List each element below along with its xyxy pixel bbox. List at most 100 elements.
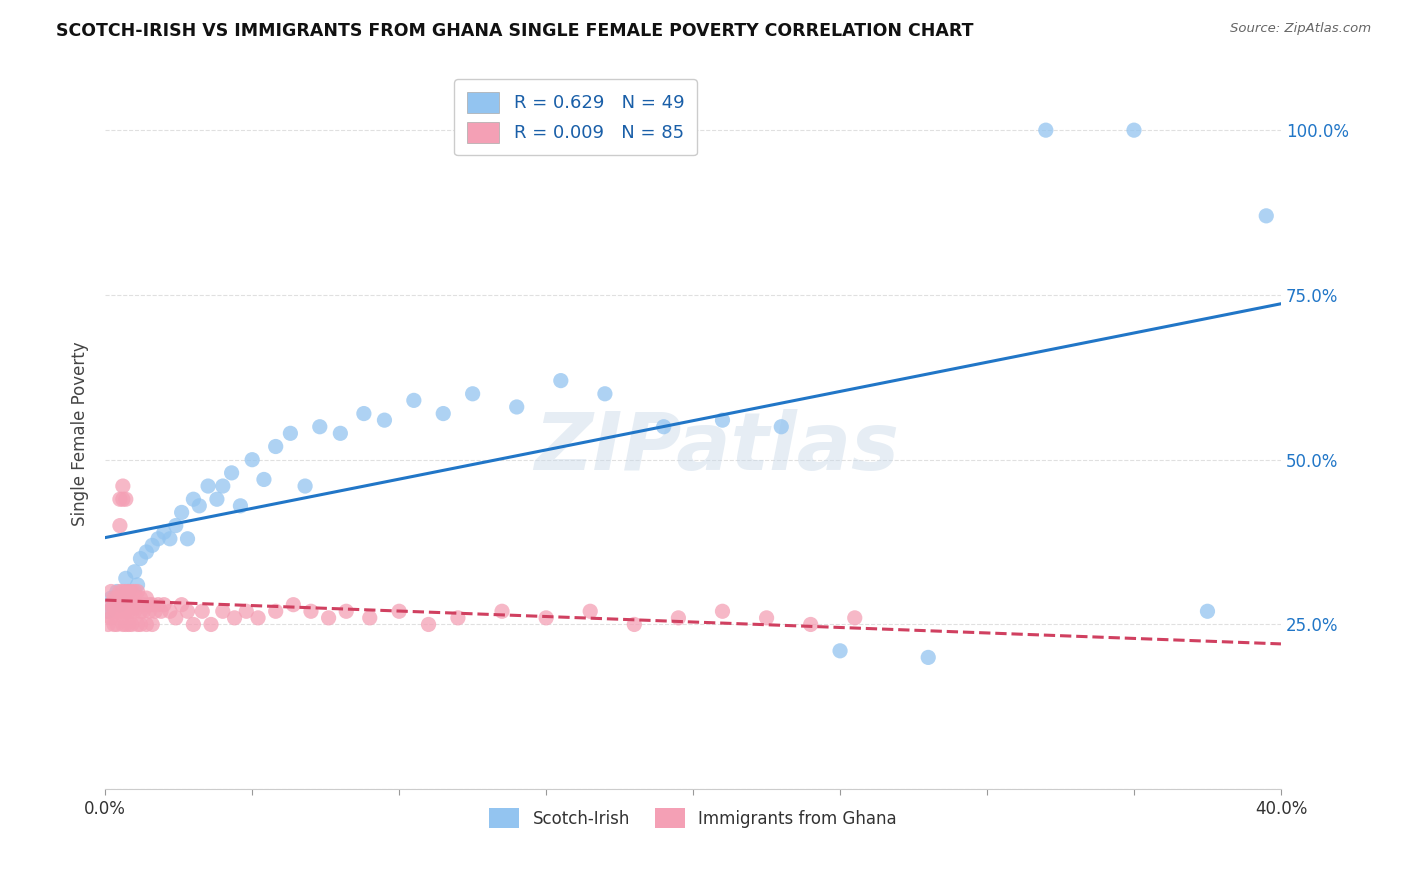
Point [159,532,181,546]
Point [146,598,169,612]
Point [264,440,287,454]
Point [114,492,136,507]
Point [108,492,131,507]
Point [150,604,173,618]
Point [124,598,146,612]
Legend: Scotch-Irish, Immigrants from Ghana: Scotch-Irish, Immigrants from Ghana [482,802,904,834]
Point [240,452,263,467]
Point [318,611,340,625]
Point [127,584,149,599]
Point [129,617,152,632]
Point [100,584,122,599]
Point [299,604,322,618]
Point [200,617,222,632]
Point [121,604,143,618]
Point [146,532,169,546]
Point [118,584,141,599]
Point [111,604,134,618]
Point [235,604,257,618]
Point [373,413,395,427]
Point [247,611,270,625]
Point [170,598,193,612]
Point [141,617,163,632]
Point [153,598,176,612]
Point [183,617,205,632]
Point [114,617,136,632]
Point [105,598,128,612]
Text: SCOTCH-IRISH VS IMMIGRANTS FROM GHANA SINGLE FEMALE POVERTY CORRELATION CHART: SCOTCH-IRISH VS IMMIGRANTS FROM GHANA SI… [56,22,974,40]
Point [111,479,134,493]
Point [103,604,125,618]
Point [97,604,120,618]
Point [121,598,143,612]
Point [1123,123,1146,137]
Point [170,505,193,519]
Point [108,604,131,618]
Point [129,591,152,606]
Point [229,499,252,513]
Point [124,604,146,618]
Point [353,407,375,421]
Point [491,604,513,618]
Y-axis label: Single Female Poverty: Single Female Poverty [72,341,89,525]
Point [652,419,675,434]
Point [97,617,120,632]
Point [359,611,381,625]
Point [711,604,734,618]
Point [135,617,157,632]
Point [118,617,141,632]
Point [111,584,134,599]
Point [224,611,246,625]
Point [188,499,211,513]
Point [114,604,136,618]
Point [506,400,529,414]
Point [770,419,793,434]
Point [666,611,689,625]
Point [124,565,146,579]
Point [118,584,141,599]
Point [118,591,141,606]
Point [165,611,187,625]
Point [221,466,243,480]
Point [176,532,198,546]
Point [111,617,134,632]
Point [294,479,316,493]
Point [283,598,305,612]
Point [100,591,122,606]
Point [141,598,163,612]
Point [114,571,136,585]
Point [844,611,866,625]
Point [755,611,778,625]
Point [129,551,152,566]
Point [103,617,125,632]
Point [114,584,136,599]
Point [108,518,131,533]
Point [114,598,136,612]
Point [138,598,160,612]
Point [800,617,823,632]
Point [280,426,302,441]
Point [711,413,734,427]
Point [129,604,152,618]
Point [418,617,440,632]
Point [335,604,357,618]
Point [135,591,157,606]
Point [402,393,425,408]
Point [917,650,939,665]
Point [828,644,851,658]
Point [329,426,352,441]
Point [550,374,572,388]
Point [118,604,141,618]
Point [165,518,187,533]
Point [105,584,128,599]
Point [211,479,233,493]
Point [127,598,149,612]
Point [211,604,233,618]
Point [108,584,131,599]
Point [197,479,219,493]
Point [1197,604,1219,618]
Point [176,604,198,618]
Point [127,617,149,632]
Point [108,598,131,612]
Point [100,598,122,612]
